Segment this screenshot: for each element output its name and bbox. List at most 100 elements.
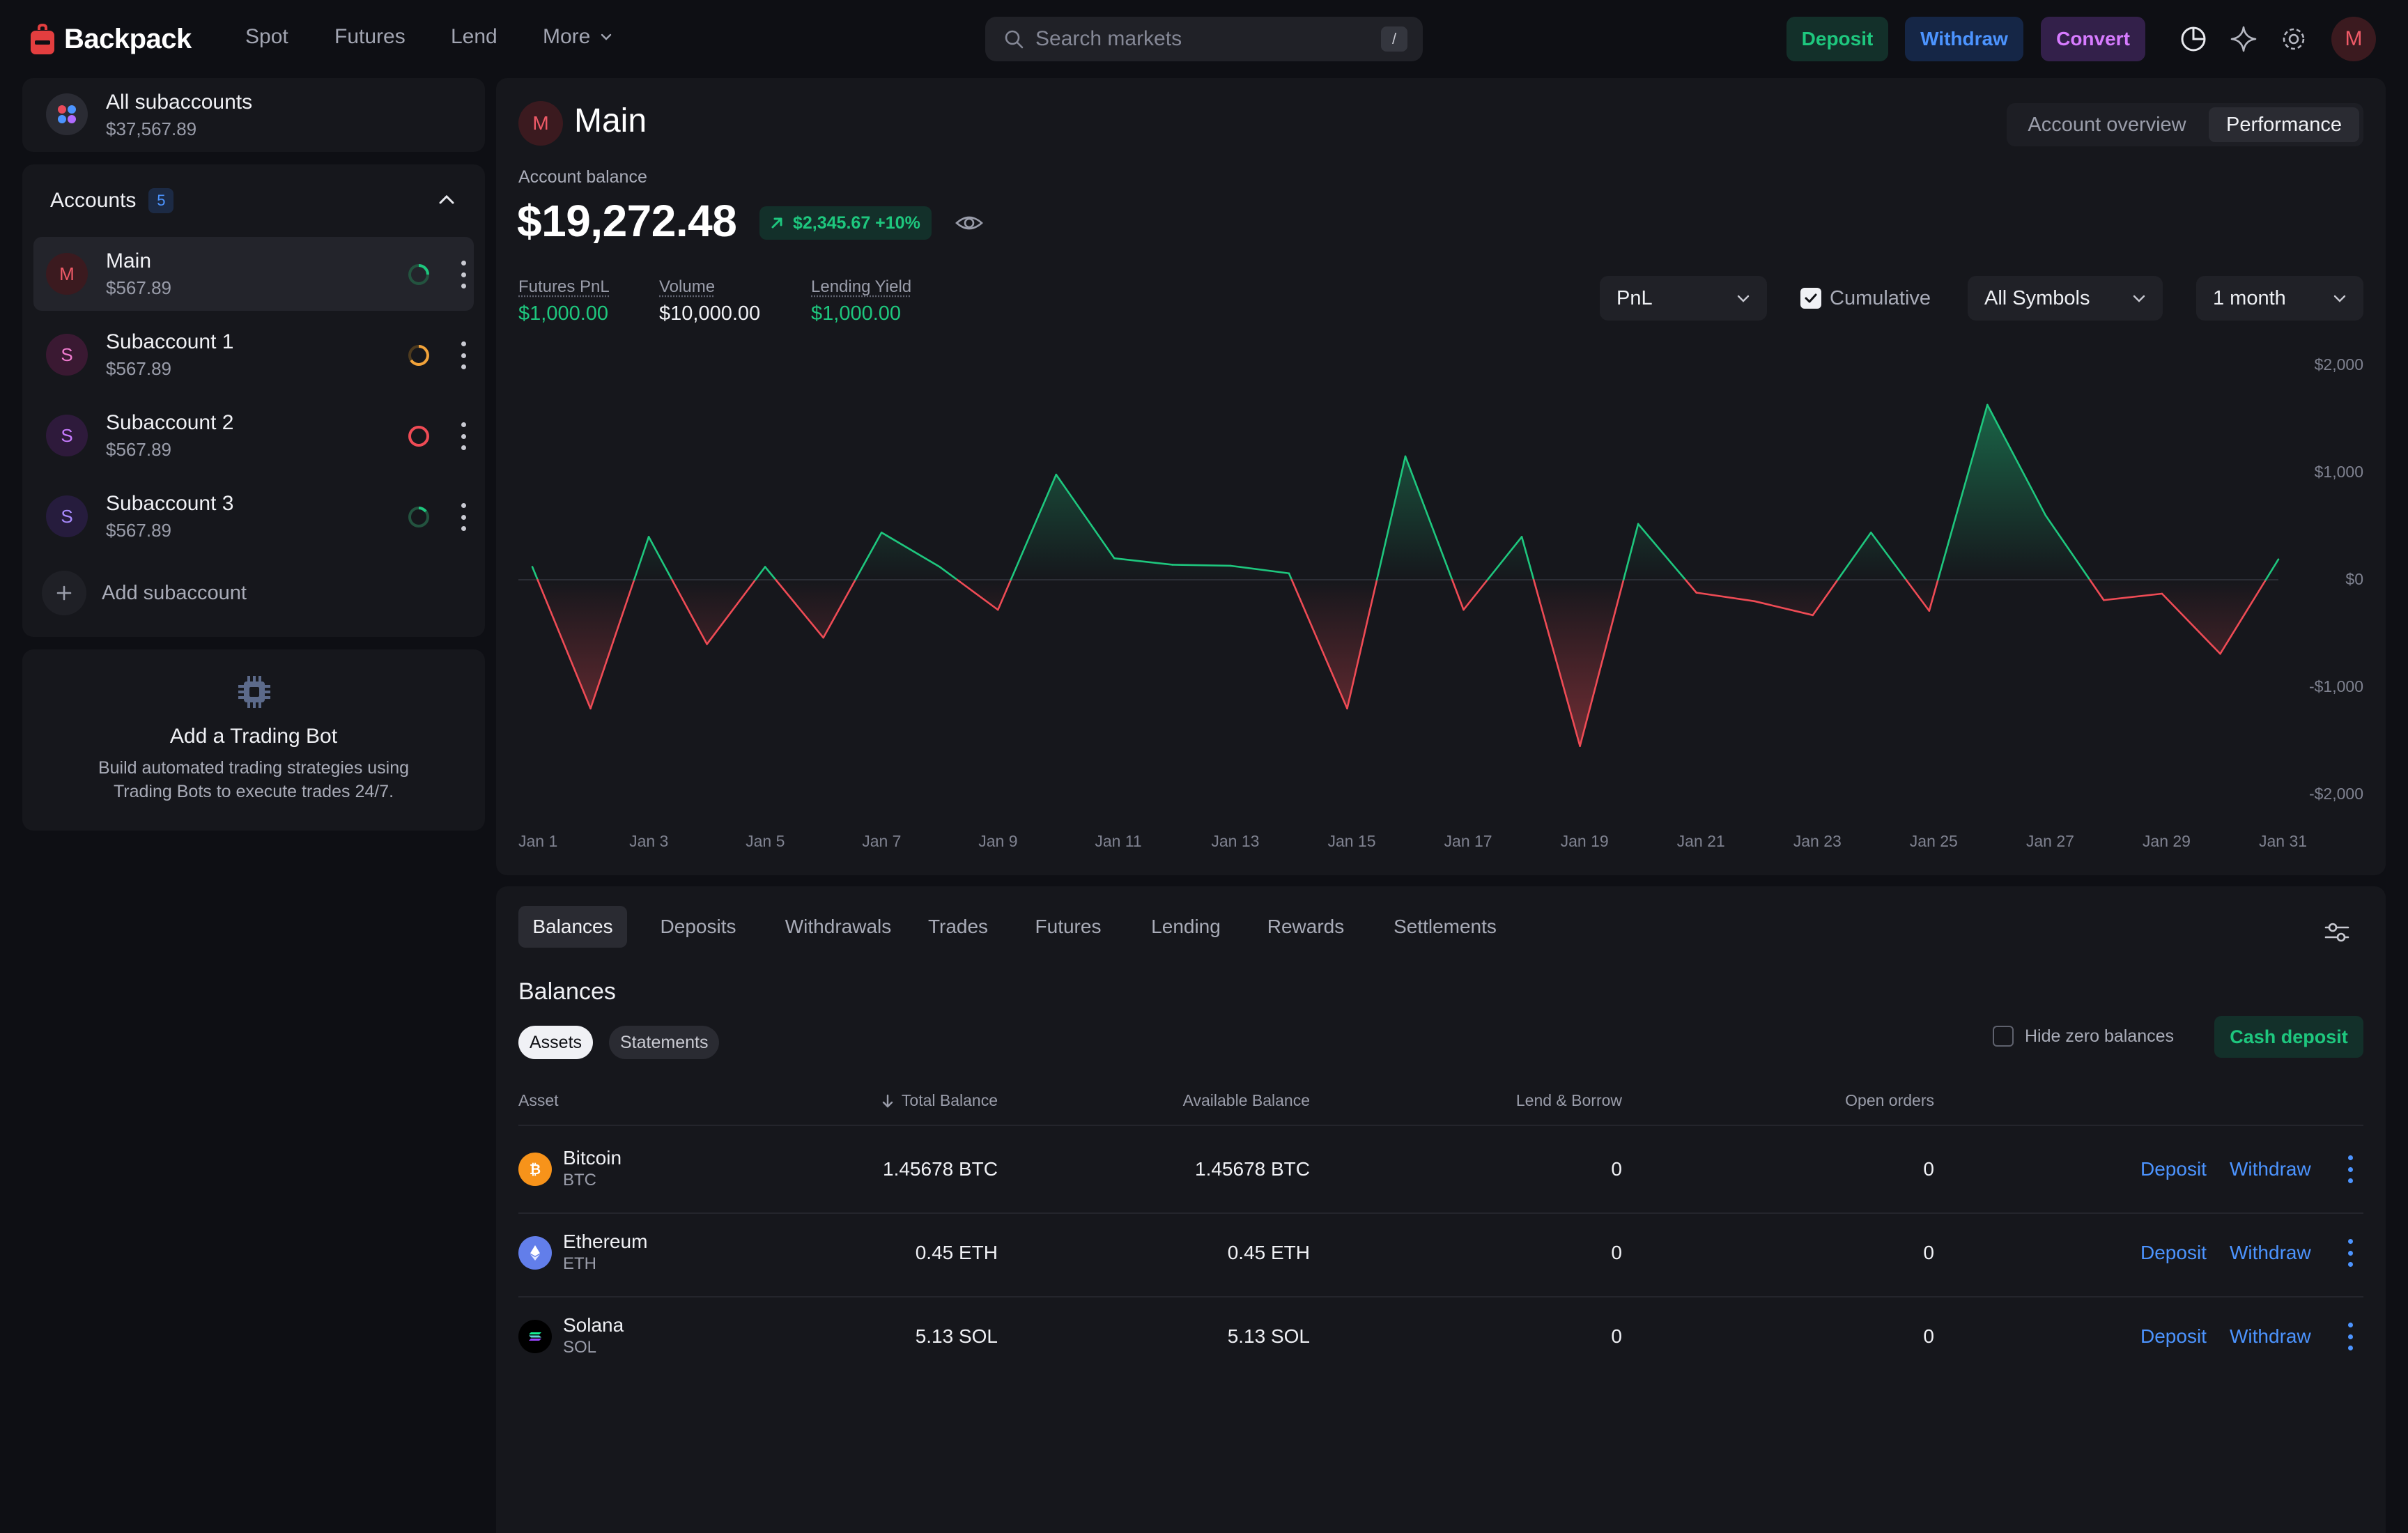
table-row[interactable]: Solana SOL 5.13 SOL 5.13 SOL 0 0 Deposit… [518,1295,2363,1376]
row-deposit-link[interactable]: Deposit [2140,1242,2207,1263]
total-balance: 0.45 ETH [915,1242,998,1263]
table-row[interactable]: Ethereum ETH 0.45 ETH 0.45 ETH 0 0 Depos… [518,1211,2363,1292]
tab-deposits[interactable]: Deposits [660,916,736,937]
subtab-statements[interactable]: Statements [609,1026,720,1059]
symbols-select[interactable]: All Symbols [1968,276,2163,321]
tab-settlements[interactable]: Settlements [1394,916,1497,937]
tab-futures[interactable]: Futures [1035,916,1102,937]
tab-balances[interactable]: Balances [518,906,627,948]
th-open-orders[interactable]: Open orders [1845,1091,1934,1109]
cumulative-label: Cumulative [1830,286,1931,309]
account-item-main[interactable]: M Main $567.89 [33,237,474,311]
row-more-options-icon[interactable] [2345,1155,2355,1183]
more-options-icon[interactable] [458,261,468,288]
th-total-balance[interactable]: Total Balance [871,1091,998,1110]
available-balance: 1.45678 BTC [1195,1158,1310,1180]
filter-settings-icon[interactable] [2323,918,2351,946]
row-withdraw-link[interactable]: Withdraw [2230,1158,2311,1180]
x-tick-label: Jan 31 [2259,832,2308,850]
cash-deposit-button[interactable]: Cash deposit [2214,1016,2363,1058]
row-withdraw-link[interactable]: Withdraw [2230,1325,2311,1347]
account-avatar: M [46,253,88,295]
period-select[interactable]: 1 month [2196,276,2363,321]
convert-button[interactable]: Convert [2041,17,2145,61]
stat-label-volume: Volume [659,277,716,296]
eye-icon[interactable] [955,210,984,236]
th-available-balance[interactable]: Available Balance [1182,1091,1310,1109]
nav-lend[interactable]: Lend [451,25,497,48]
hide-zero-balances-toggle[interactable]: Hide zero balances [1993,1024,2174,1048]
pnl-chart[interactable] [0,0,2408,878]
x-tick-label: Jan 11 [1095,832,1142,850]
all-subaccounts-card[interactable]: All subaccounts $37,567.89 [22,78,485,152]
pnl-line-segment [537,578,592,710]
th-asset[interactable]: Asset [518,1091,559,1109]
pnl-line-segment [956,578,999,611]
divider [518,1125,2363,1126]
pnl-line-segment [1684,578,1697,594]
logo[interactable]: Backpack [31,21,192,57]
account-item-subaccount-2[interactable]: S Subaccount 2 $567.89 [33,399,474,472]
period-select-value: 1 month [2213,286,2286,309]
account-value: $567.89 [106,277,171,298]
pnl-line-segment [1837,531,1872,581]
row-withdraw-link[interactable]: Withdraw [2230,1242,2311,1263]
nav-more[interactable]: More [543,25,614,49]
positive-area [532,404,2278,580]
account-name: Subaccount 1 [106,330,234,353]
tab-account-overview[interactable]: Account overview [2028,113,2186,136]
account-value: $567.89 [106,520,171,541]
balance-change-badge: $2,345.67 +10% [759,206,932,240]
tab-performance[interactable]: Performance [2209,107,2359,142]
th-lend-borrow[interactable]: Lend & Borrow [1515,1091,1622,1109]
x-tick-label: Jan 9 [978,832,1018,850]
row-more-options-icon[interactable] [2345,1239,2355,1267]
pnl-line-segment [822,578,856,639]
section-title: Balances [518,978,616,1005]
tab-rewards[interactable]: Rewards [1267,916,1345,937]
tab-lending[interactable]: Lending [1151,916,1221,937]
more-options-icon[interactable] [458,341,468,369]
pnl-line-segment [2044,514,2091,581]
account-item-subaccount-3[interactable]: S Subaccount 3 $567.89 [33,479,474,553]
tab-trades[interactable]: Trades [927,916,989,937]
x-tick-label: Jan 1 [518,832,558,850]
chevron-down-icon [601,33,612,40]
row-deposit-link[interactable]: Deposit [2140,1158,2207,1180]
chevron-up-icon[interactable] [436,190,457,210]
nav-futures[interactable]: Futures [334,25,406,48]
negative-area [532,580,2278,746]
pnl-line-segment [2264,558,2280,581]
withdraw-button[interactable]: Withdraw [1905,17,2023,61]
checkbox-checked-icon [1800,288,1821,309]
svg-text:₿: ₿ [530,1161,541,1178]
more-options-icon[interactable] [458,422,468,450]
row-more-options-icon[interactable] [2345,1323,2355,1350]
trading-bot-card[interactable]: Add a Trading Bot Build automated tradin… [22,649,485,831]
sparkle-icon[interactable] [2228,24,2259,54]
account-balance-value: $19,272.48 [517,196,737,246]
row-deposit-link[interactable]: Deposit [2140,1325,2207,1347]
page-title: Main [574,102,647,139]
cumulative-toggle[interactable]: Cumulative [1800,276,1931,321]
x-tick-label: Jan 21 [1676,832,1725,850]
table-row[interactable]: ₿ Bitcoin BTC 1.45678 BTC 1.45678 BTC 0 … [518,1127,2363,1208]
subtab-assets[interactable]: Assets [518,1026,594,1059]
portfolio-chart-icon[interactable] [2178,24,2209,54]
nav-spot[interactable]: Spot [245,25,288,48]
balance-change-text: $2,345.67 +10% [793,213,920,233]
add-subaccount-label: Add subaccount [102,581,247,604]
x-tick-label: Jan 3 [629,832,669,850]
deposit-button[interactable]: Deposit [1786,17,1888,61]
account-item-subaccount-1[interactable]: S Subaccount 1 $567.89 [33,318,474,392]
arrow-up-right-icon [771,217,782,229]
more-options-icon[interactable] [458,503,468,531]
user-avatar[interactable]: M [2331,17,2376,61]
settings-gear-icon[interactable] [2278,24,2309,54]
add-subaccount-button[interactable]: Add subaccount [42,569,460,617]
pnl-line-segment [1695,592,1756,603]
search-input[interactable]: Search markets / [985,17,1423,61]
metric-select[interactable]: PnL [1600,276,1767,321]
tab-withdrawals[interactable]: Withdrawals [785,916,892,937]
trading-bot-desc-line2: Trading Bots to execute trades 24/7. [113,782,394,801]
